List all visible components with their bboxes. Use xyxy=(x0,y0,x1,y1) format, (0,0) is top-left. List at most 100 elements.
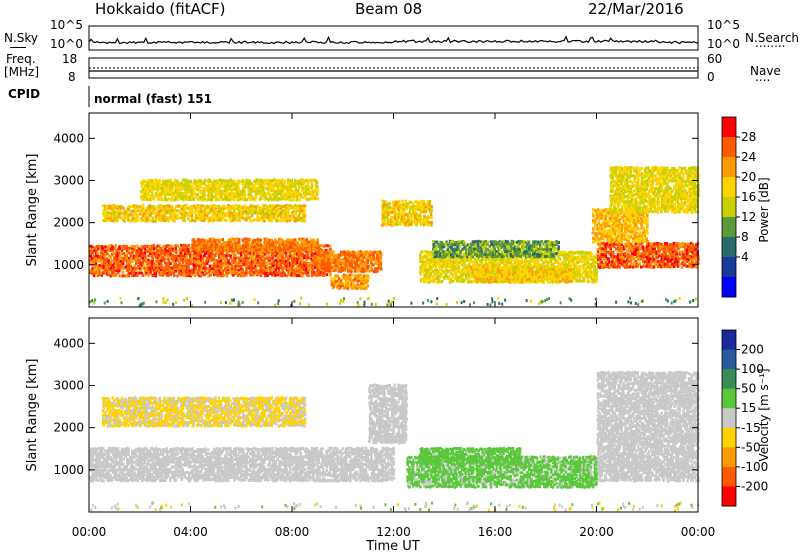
data-cell xyxy=(372,254,375,258)
data-cell xyxy=(247,182,250,186)
data-cell xyxy=(214,242,217,246)
data-cell xyxy=(164,205,167,208)
data-cell xyxy=(276,204,279,207)
data-cell xyxy=(350,255,353,259)
data-cell xyxy=(422,218,426,221)
data-cell xyxy=(220,248,223,251)
data-cell xyxy=(341,282,344,286)
data-cell xyxy=(243,204,247,208)
data-cell xyxy=(466,253,470,257)
data-cell xyxy=(114,273,118,277)
data-cell xyxy=(210,267,213,271)
data-cell xyxy=(191,271,194,275)
data-cell xyxy=(189,179,192,183)
data-cell xyxy=(118,274,122,278)
data-cell xyxy=(265,209,269,213)
data-cell xyxy=(184,252,187,256)
data-cell xyxy=(274,245,277,249)
data-cell xyxy=(274,181,277,186)
data-cell xyxy=(172,256,175,260)
data-cell xyxy=(259,189,262,194)
data-cell xyxy=(236,261,240,265)
data-cell xyxy=(283,179,286,183)
data-cell xyxy=(207,181,210,185)
data-cell xyxy=(310,240,314,244)
data-cell xyxy=(234,272,238,275)
data-cell xyxy=(226,271,230,275)
data-cell xyxy=(473,257,477,261)
data-cell xyxy=(287,181,290,185)
data-cell xyxy=(183,271,186,274)
data-cell xyxy=(199,255,203,258)
data-cell xyxy=(199,213,203,217)
data-cell xyxy=(428,280,431,284)
data-cell xyxy=(205,271,208,275)
data-cell xyxy=(493,263,497,267)
data-cell xyxy=(278,252,281,256)
data-cell xyxy=(136,248,139,252)
data-cell xyxy=(308,268,311,272)
data-cell xyxy=(107,211,110,215)
data-cell xyxy=(218,273,221,277)
data-cell xyxy=(127,216,131,220)
data-cell xyxy=(167,247,171,251)
data-cell xyxy=(170,214,174,218)
data-cell xyxy=(176,274,179,278)
data-cell xyxy=(323,244,326,248)
data-cell xyxy=(122,211,125,215)
data-cell xyxy=(168,190,172,194)
data-cell xyxy=(365,250,368,254)
data-cell xyxy=(221,245,225,249)
data-cell xyxy=(257,189,261,193)
data-cell xyxy=(332,260,336,264)
data-cell xyxy=(192,197,196,201)
data-cell xyxy=(278,242,281,246)
data-cell xyxy=(482,273,486,277)
data-cell xyxy=(109,274,113,278)
data-cell xyxy=(265,271,268,275)
data-cell xyxy=(281,209,284,213)
data-cell xyxy=(199,274,203,278)
data-cell xyxy=(316,257,319,261)
data-cell xyxy=(125,274,128,277)
data-cell xyxy=(183,207,187,211)
data-cell xyxy=(421,260,424,264)
data-cell xyxy=(114,264,118,268)
data-cell xyxy=(460,250,464,254)
data-cell xyxy=(209,189,212,193)
data-cell xyxy=(551,262,554,266)
data-cell xyxy=(172,209,176,213)
data-cell xyxy=(268,245,271,249)
data-cell xyxy=(173,216,176,220)
data-cell xyxy=(149,259,152,263)
data-cell xyxy=(216,218,219,222)
data-cell xyxy=(247,192,250,196)
data-cell xyxy=(357,253,361,257)
data-cell xyxy=(353,277,357,281)
data-cell xyxy=(89,258,92,262)
data-cell xyxy=(177,271,181,275)
data-cell xyxy=(93,271,96,275)
data-cell xyxy=(205,211,208,215)
data-cell xyxy=(277,204,281,208)
data-cell xyxy=(252,257,255,261)
data-cell xyxy=(182,206,185,210)
data-cell xyxy=(91,269,94,273)
data-cell xyxy=(211,248,214,252)
data-cell xyxy=(328,271,332,274)
data-cell xyxy=(292,247,295,251)
data-cell xyxy=(301,274,304,278)
data-cell xyxy=(405,207,408,211)
data-cell xyxy=(107,216,111,220)
data-cell xyxy=(100,250,104,253)
data-cell xyxy=(333,258,337,262)
data-cell xyxy=(269,211,272,215)
data-cell xyxy=(303,254,307,258)
data-cell xyxy=(288,242,292,246)
data-cell xyxy=(133,273,136,277)
data-cell xyxy=(389,210,392,214)
data-cell xyxy=(174,212,178,216)
data-cell xyxy=(182,246,185,250)
data-cell xyxy=(169,179,172,183)
data-cell xyxy=(302,216,305,220)
